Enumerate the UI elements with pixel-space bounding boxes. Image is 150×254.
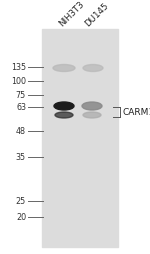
Text: 135: 135: [11, 63, 26, 72]
Text: 25: 25: [16, 197, 26, 206]
Text: 75: 75: [16, 91, 26, 100]
Text: 35: 35: [16, 153, 26, 162]
Text: 100: 100: [11, 77, 26, 86]
Text: 48: 48: [16, 127, 26, 136]
Ellipse shape: [83, 65, 103, 72]
Ellipse shape: [54, 103, 74, 110]
Text: CARM1: CARM1: [122, 108, 150, 117]
Ellipse shape: [82, 103, 102, 110]
Text: 20: 20: [16, 213, 26, 222]
Bar: [42, 30, 118, 247]
Ellipse shape: [55, 113, 73, 119]
Text: 63: 63: [16, 103, 26, 112]
Text: NIH3T3: NIH3T3: [58, 0, 86, 28]
Ellipse shape: [53, 65, 75, 72]
Ellipse shape: [83, 113, 101, 119]
Text: DU145: DU145: [84, 1, 111, 28]
